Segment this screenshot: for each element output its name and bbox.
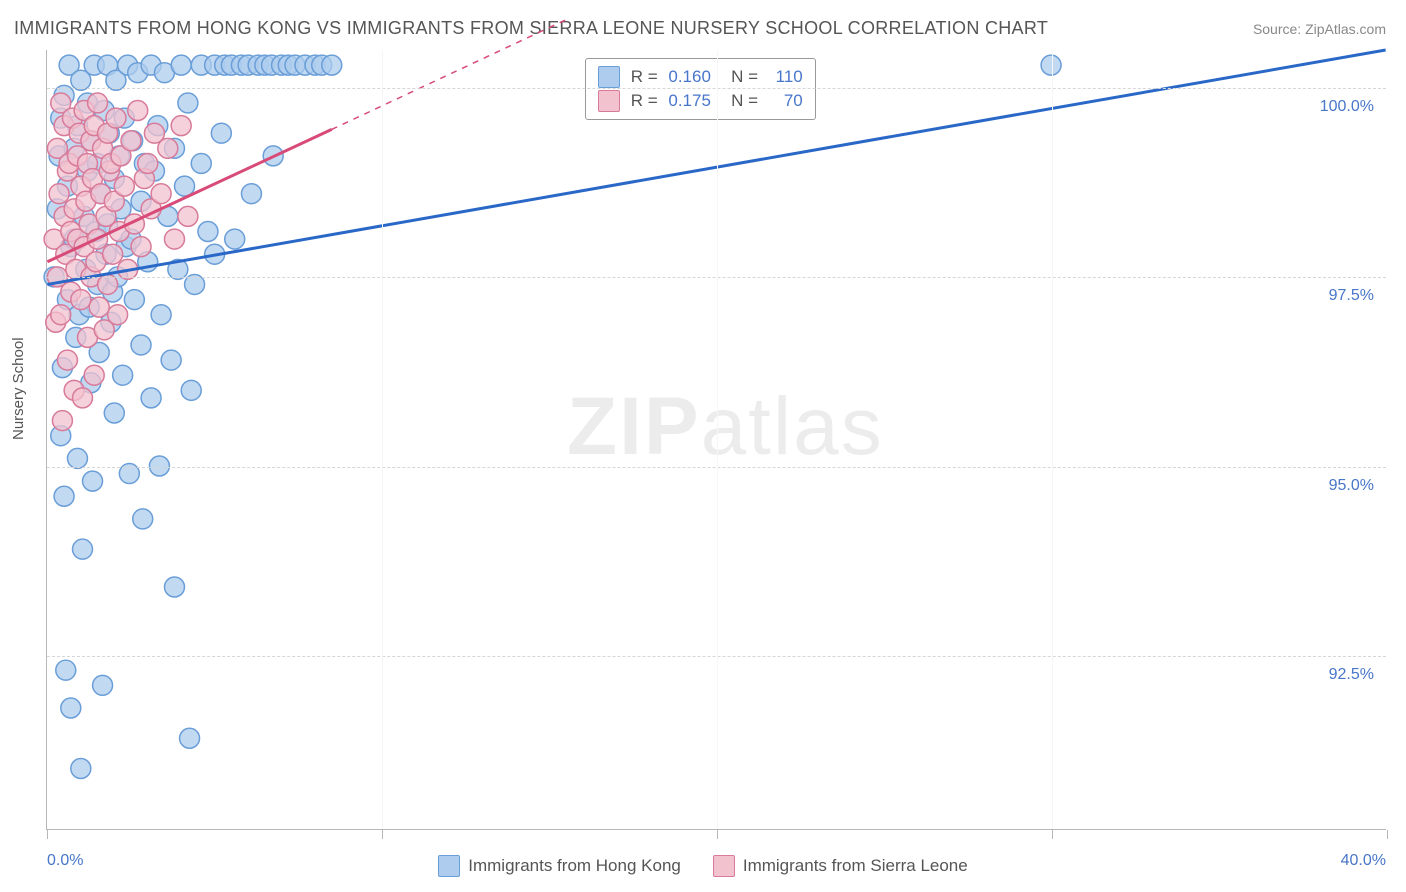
y-axis-title: Nursery School — [10, 337, 27, 440]
y-tick-label: 95.0% — [1329, 477, 1374, 495]
bottom-legend-label: Immigrants from Sierra Leone — [743, 856, 968, 876]
x-tick — [1387, 830, 1388, 839]
x-tick — [717, 830, 718, 839]
bottom-legend-item: Immigrants from Sierra Leone — [713, 855, 968, 877]
legend-n-value: 70 — [769, 91, 803, 111]
legend-row: R = 0.175 N = 70 — [598, 89, 803, 113]
xgridline — [717, 50, 718, 829]
legend-r-value: 0.175 — [668, 91, 711, 111]
x-tick — [47, 830, 48, 839]
legend-row: R = 0.160 N = 110 — [598, 65, 803, 89]
legend-swatch — [598, 66, 620, 88]
x-tick — [382, 830, 383, 839]
legend-n-value: 110 — [769, 67, 803, 87]
bottom-legend-label: Immigrants from Hong Kong — [468, 856, 681, 876]
legend-swatch — [713, 855, 735, 877]
legend-swatch — [438, 855, 460, 877]
legend-n-label: N = — [717, 67, 763, 87]
x-tick — [1052, 830, 1053, 839]
legend-n-label: N = — [717, 91, 763, 111]
legend-r-label: R = — [626, 67, 662, 87]
legend-box: R = 0.160 N = 110 R = 0.175 N = 70 — [585, 58, 816, 120]
y-tick-label: 92.5% — [1329, 666, 1374, 684]
y-tick-label: 100.0% — [1320, 98, 1374, 116]
legend-r-label: R = — [626, 91, 662, 111]
xgridline — [1052, 50, 1053, 829]
legend-r-value: 0.160 — [668, 67, 711, 87]
source-label: Source: ZipAtlas.com — [1253, 21, 1386, 37]
y-tick-label: 97.5% — [1329, 287, 1374, 305]
title-row: IMMIGRANTS FROM HONG KONG VS IMMIGRANTS … — [14, 18, 1386, 39]
bottom-legend: Immigrants from Hong Kong Immigrants from… — [0, 855, 1406, 882]
plot-area: ZIPatlas R = 0.160 N = 110 R = 0.175 N =… — [46, 50, 1386, 830]
xgridline — [382, 50, 383, 829]
bottom-legend-item: Immigrants from Hong Kong — [438, 855, 681, 877]
legend-swatch — [598, 90, 620, 112]
